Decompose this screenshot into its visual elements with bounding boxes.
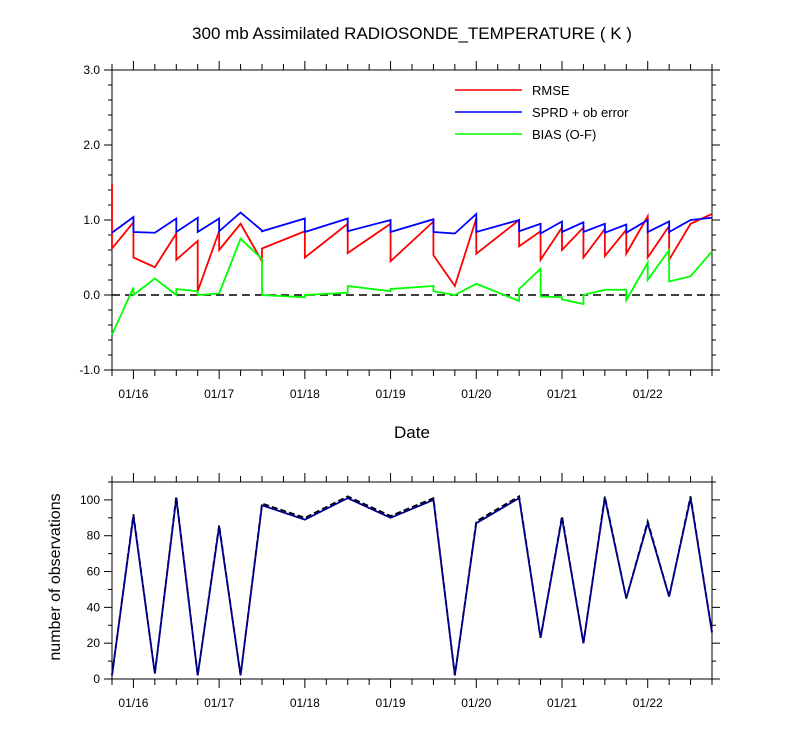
top-series-bias-o-f- <box>111 237 713 336</box>
top-ytick-label: 0.0 <box>83 288 100 302</box>
y-axis-title-observations: number of observations <box>47 493 64 660</box>
bottom-xtick-label: 01/16 <box>118 696 148 710</box>
top-ytick-label: -1.0 <box>79 363 100 377</box>
top-xtick-label: 01/17 <box>204 387 234 401</box>
top-ytick-label: 3.0 <box>83 63 100 77</box>
top-xtick-label: 01/18 <box>290 387 320 401</box>
bottom-ytick-label: 60 <box>87 565 101 579</box>
top-xtick-label: 01/19 <box>376 387 406 401</box>
legend-label-sprd: SPRD + ob error <box>532 105 629 120</box>
chart-title: 300 mb Assimilated RADIOSONDE_TEMPERATUR… <box>192 24 632 43</box>
bottom-ytick-label: 80 <box>87 529 101 543</box>
top-xtick-label: 01/16 <box>118 387 148 401</box>
legend: RMSE SPRD + ob error BIAS (O-F) <box>455 83 629 142</box>
bottom-ytick-label: 40 <box>87 600 101 614</box>
bottom-series-observations-used <box>111 496 713 676</box>
bottom-xtick-label: 01/17 <box>204 696 234 710</box>
legend-label-rmse: RMSE <box>532 83 570 98</box>
top-xtick-label: 01/22 <box>633 387 663 401</box>
x-axis-title: Date <box>394 423 430 442</box>
bottom-xtick-label: 01/19 <box>376 696 406 710</box>
top-series-sprd-ob-error <box>111 211 713 236</box>
bottom-ytick-label: 0 <box>93 672 100 686</box>
top-xtick-label: 01/21 <box>547 387 577 401</box>
top-series-rmse <box>111 184 713 292</box>
bottom-ytick-label: 20 <box>87 636 101 650</box>
bottom-xtick-label: 01/20 <box>461 696 491 710</box>
top-ytick-label: 2.0 <box>83 138 100 152</box>
top-ytick-label: 1.0 <box>83 213 100 227</box>
bottom-xtick-label: 01/18 <box>290 696 320 710</box>
bottom-ytick-label: 100 <box>80 493 100 507</box>
top-xtick-label: 01/20 <box>461 387 491 401</box>
rmse-spread-bias-chart: -1.0 0.0 1.0 2.0 3.0 01/16 01/17 01/18 01/19 01/2… <box>79 61 720 401</box>
bottom-xtick-label: 01/22 <box>633 696 663 710</box>
bottom-xtick-label: 01/21 <box>547 696 577 710</box>
legend-label-bias: BIAS (O-F) <box>532 127 596 142</box>
observations-chart: 0 20 40 60 80 100 01/16 01/17 01/18 01/19 01/20 01/… <box>80 473 720 710</box>
